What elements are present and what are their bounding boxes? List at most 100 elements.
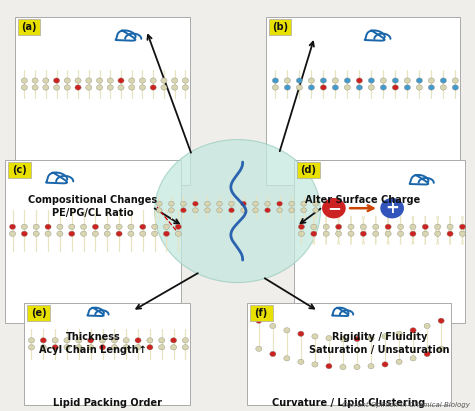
Circle shape	[104, 224, 110, 229]
Circle shape	[270, 351, 276, 357]
Circle shape	[80, 231, 86, 236]
Text: −: −	[327, 199, 341, 217]
Circle shape	[45, 224, 51, 229]
Circle shape	[157, 201, 162, 206]
Text: (d): (d)	[301, 165, 316, 175]
Circle shape	[205, 208, 210, 212]
Circle shape	[40, 345, 47, 350]
Circle shape	[217, 201, 222, 206]
Circle shape	[320, 85, 326, 90]
Circle shape	[96, 85, 103, 90]
Circle shape	[139, 85, 145, 90]
Circle shape	[356, 78, 362, 83]
Circle shape	[428, 85, 435, 90]
Circle shape	[21, 85, 28, 90]
Circle shape	[385, 231, 391, 236]
Circle shape	[424, 323, 430, 329]
Circle shape	[87, 345, 94, 350]
Circle shape	[64, 78, 70, 83]
Circle shape	[416, 85, 422, 90]
Circle shape	[32, 85, 38, 90]
Circle shape	[182, 345, 189, 350]
Circle shape	[118, 85, 124, 90]
Circle shape	[116, 224, 122, 229]
Circle shape	[396, 331, 402, 337]
FancyBboxPatch shape	[294, 160, 465, 323]
Circle shape	[368, 85, 374, 90]
Circle shape	[253, 208, 258, 212]
Circle shape	[118, 78, 124, 83]
Circle shape	[298, 331, 304, 337]
Circle shape	[256, 318, 262, 323]
Circle shape	[285, 78, 291, 83]
Circle shape	[354, 336, 360, 342]
Circle shape	[373, 231, 379, 236]
Circle shape	[332, 78, 339, 83]
Circle shape	[435, 224, 441, 229]
Circle shape	[404, 78, 410, 83]
Circle shape	[129, 78, 135, 83]
Circle shape	[33, 231, 39, 236]
Circle shape	[385, 224, 391, 229]
Circle shape	[171, 78, 178, 83]
Circle shape	[344, 78, 351, 83]
Circle shape	[404, 85, 410, 90]
Circle shape	[298, 224, 304, 229]
Circle shape	[54, 78, 60, 83]
Circle shape	[301, 208, 306, 212]
Circle shape	[182, 338, 189, 343]
Circle shape	[335, 224, 342, 229]
Circle shape	[326, 363, 332, 369]
Circle shape	[440, 78, 446, 83]
Circle shape	[440, 85, 446, 90]
Circle shape	[76, 338, 82, 343]
Circle shape	[289, 208, 294, 212]
Circle shape	[296, 85, 303, 90]
Circle shape	[447, 224, 453, 229]
Circle shape	[99, 345, 105, 350]
Circle shape	[272, 78, 278, 83]
Circle shape	[150, 85, 156, 90]
Circle shape	[155, 140, 320, 282]
Circle shape	[135, 338, 141, 343]
Circle shape	[368, 78, 374, 83]
Circle shape	[175, 224, 181, 229]
Circle shape	[380, 198, 404, 218]
Circle shape	[64, 85, 70, 90]
Circle shape	[348, 224, 354, 229]
Circle shape	[265, 201, 270, 206]
Circle shape	[217, 208, 222, 212]
Circle shape	[452, 85, 458, 90]
Circle shape	[21, 231, 28, 236]
Circle shape	[323, 224, 329, 229]
Circle shape	[392, 78, 399, 83]
Circle shape	[123, 338, 129, 343]
Circle shape	[171, 85, 178, 90]
Circle shape	[159, 338, 165, 343]
Circle shape	[410, 231, 416, 236]
Circle shape	[99, 338, 105, 343]
FancyBboxPatch shape	[8, 162, 31, 178]
Circle shape	[340, 336, 346, 342]
Circle shape	[147, 338, 153, 343]
FancyBboxPatch shape	[247, 303, 451, 405]
Text: (a): (a)	[21, 22, 37, 32]
Text: Saturation / Unsaturation: Saturation / Unsaturation	[309, 345, 450, 355]
Circle shape	[368, 363, 374, 369]
Circle shape	[410, 224, 416, 229]
Circle shape	[270, 323, 276, 329]
Circle shape	[175, 231, 181, 236]
Circle shape	[428, 78, 435, 83]
Circle shape	[296, 78, 303, 83]
Circle shape	[157, 208, 162, 212]
Text: Alter Surface Charge: Alter Surface Charge	[305, 195, 421, 205]
Circle shape	[312, 362, 318, 367]
Circle shape	[182, 78, 189, 83]
Circle shape	[392, 85, 399, 90]
Circle shape	[150, 78, 156, 83]
Circle shape	[161, 78, 167, 83]
Circle shape	[396, 359, 402, 365]
FancyBboxPatch shape	[18, 19, 40, 35]
Circle shape	[272, 85, 278, 90]
Circle shape	[298, 231, 304, 236]
